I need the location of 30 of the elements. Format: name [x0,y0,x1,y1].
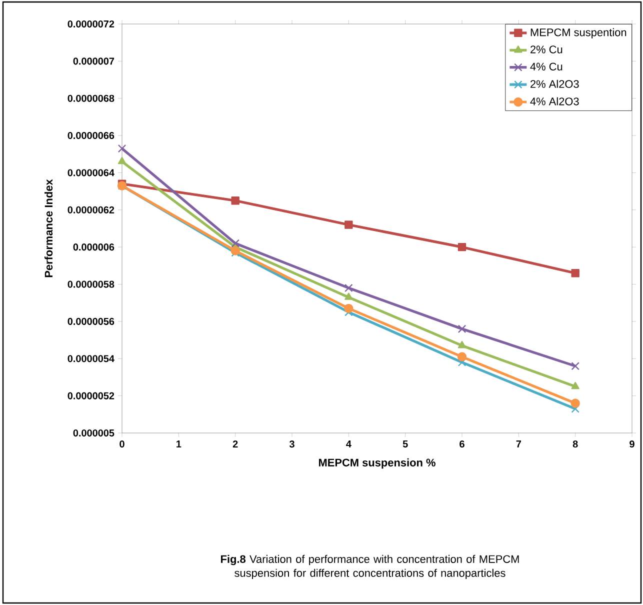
x-tick-label: 4 [346,440,352,448]
legend-label: 2% Cu [530,46,562,54]
y-tick-label: 0.000005 [73,429,114,437]
y-tick-label: 0.0000052 [68,392,114,400]
y-tick-label: 0.0000066 [68,132,114,140]
y-axis-title: Performance Index [44,179,53,278]
x-tick-label: 2 [232,440,238,448]
y-tick-label: 0.0000072 [68,20,114,28]
y-tick-label: 0.000006 [73,244,114,251]
y-tick-label: 0.0000068 [68,94,114,102]
y-tick-label: 0.0000058 [68,280,114,288]
x-tick-label: 0 [120,440,124,448]
x-tick-label: 9 [630,440,634,448]
x-tick-label: 8 [572,440,578,448]
text: Fig.8 Variation of performance with concentration of MEPCM suspension for different concentrations of nanoparticles [221,554,519,580]
y-tick-label: 0.000007 [73,58,114,65]
y-tick-label: 0.0000064 [68,169,114,176]
x-axis-title: MEPCM suspension % [318,458,436,469]
x-tick-label: 1 [176,440,182,448]
legend-label: 4% Cu [530,62,562,70]
y-tick-label: 0.0000054 [68,355,114,362]
legend-label: MEPCM suspention [530,28,626,38]
x-tick-label: 6 [460,440,464,448]
legend-label: 2% Al2O3 [530,80,579,88]
legend-label: 4% Al2O3 [530,97,579,106]
y-tick-label: 0.0000062 [68,206,114,214]
x-tick-label: 7 [516,440,522,448]
x-tick-label: 3 [289,440,294,448]
y-tick-label: 0.0000056 [68,318,114,325]
x-tick-label: 5 [402,440,408,448]
